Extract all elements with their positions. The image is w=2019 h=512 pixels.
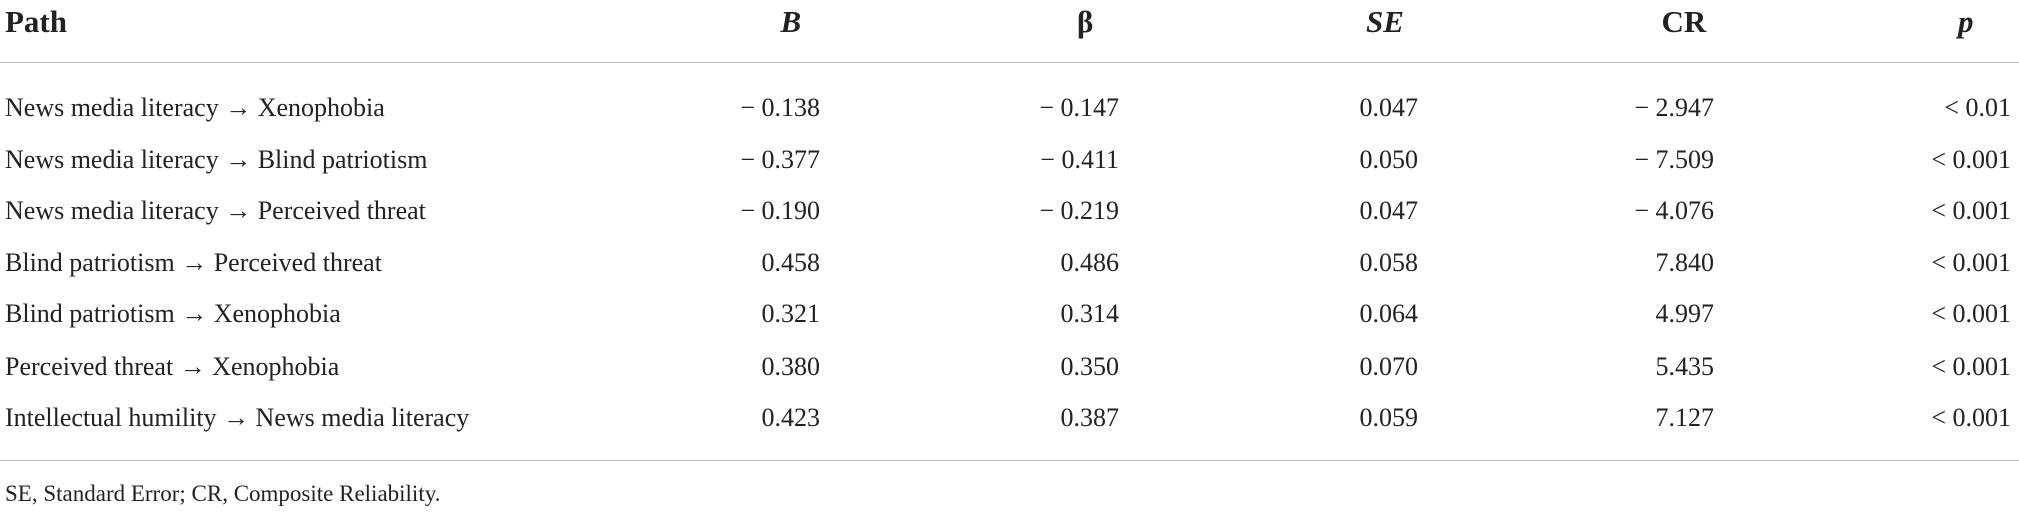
value-cell: < 0.001 (1931, 145, 2011, 174)
value-cell: 0.380 (761, 352, 821, 381)
value-cell: 0.387 (1060, 403, 1120, 432)
path-cell: Perceived threat → Xenophobia (5, 352, 340, 381)
value-cell: − 0.190 (740, 196, 820, 225)
value-cell: 0.070 (1359, 352, 1419, 381)
value-cell: 0.058 (1359, 248, 1419, 277)
path-cell: News media literacy → Perceived threat (5, 196, 426, 225)
path-cell: Blind patriotism → Perceived threat (5, 248, 382, 277)
value-cell: − 4.076 (1634, 196, 1714, 225)
value-cell: 7.840 (1655, 248, 1715, 277)
value-cell: 0.321 (761, 299, 821, 328)
value-cell: 0.050 (1359, 145, 1419, 174)
value-cell: 0.059 (1359, 403, 1419, 432)
value-cell: − 0.219 (1039, 196, 1119, 225)
value-cell: 0.047 (1359, 196, 1419, 225)
path-cell: News media literacy → Xenophobia (5, 93, 385, 122)
header-rule (0, 62, 2019, 63)
value-cell: 0.314 (1060, 299, 1120, 328)
value-cell: < 0.001 (1931, 248, 2011, 277)
value-cell: < 0.001 (1931, 352, 2011, 381)
value-cell: − 0.138 (740, 93, 820, 122)
value-cell: 0.350 (1060, 352, 1120, 381)
value-cell: 0.047 (1359, 93, 1419, 122)
value-cell: 0.064 (1359, 299, 1419, 328)
value-cell: < 0.001 (1931, 299, 2011, 328)
value-cell: 5.435 (1655, 352, 1715, 381)
column-header: p (1958, 4, 1974, 39)
column-header: Path (5, 4, 67, 39)
value-cell: 7.127 (1655, 403, 1715, 432)
value-cell: − 2.947 (1634, 93, 1714, 122)
value-cell: − 0.147 (1039, 93, 1119, 122)
path-cell: News media literacy → Blind patriotism (5, 145, 428, 174)
value-cell: 4.997 (1655, 299, 1715, 328)
column-header: β (1077, 4, 1094, 39)
value-cell: − 7.509 (1634, 145, 1714, 174)
path-cell: Blind patriotism → Xenophobia (5, 299, 341, 328)
value-cell: − 0.411 (1040, 145, 1119, 174)
path-cell: Intellectual humility → News media liter… (5, 403, 470, 432)
column-header: B (780, 4, 802, 39)
value-cell: − 0.377 (740, 145, 820, 174)
footnote: SE, Standard Error; CR, Composite Reliab… (5, 481, 441, 506)
value-cell: < 0.001 (1931, 196, 2011, 225)
column-header: CR (1661, 4, 1707, 39)
value-cell: 0.486 (1060, 248, 1120, 277)
column-header: SE (1366, 4, 1404, 39)
bottom-rule (0, 460, 2019, 461)
value-cell: < 0.001 (1931, 403, 2011, 432)
value-cell: < 0.01 (1944, 93, 2011, 122)
value-cell: 0.423 (761, 403, 821, 432)
value-cell: 0.458 (761, 248, 821, 277)
